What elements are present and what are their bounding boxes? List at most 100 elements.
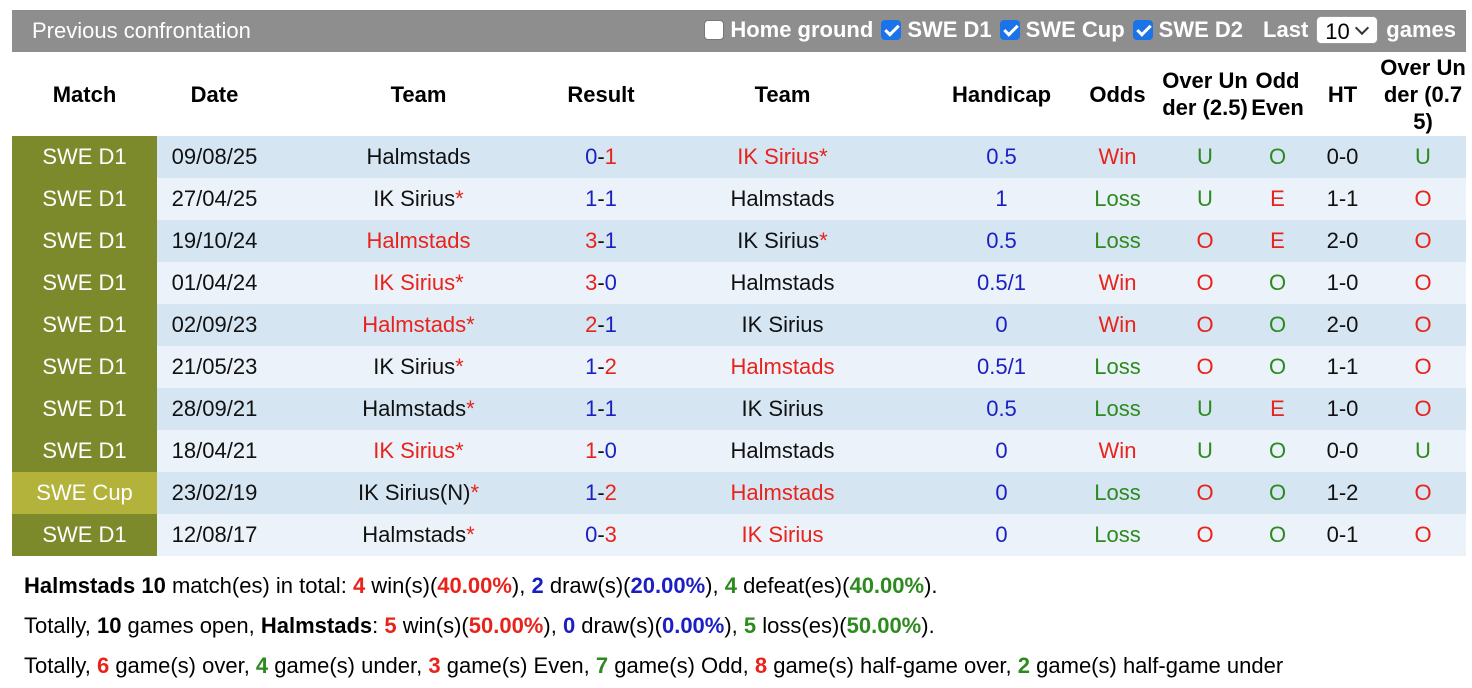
result-part: 3 [585,270,598,295]
handicap-cell: 0 [928,430,1075,472]
team-cell: IK Sirius [637,388,928,430]
summary-segment: loss(es)( [756,613,847,638]
summary-line: Totally, 10 games open, Halmstads: 5 win… [24,606,1283,646]
result-part: - [597,480,605,505]
team-star: * [819,144,828,169]
over-under-cell: U [1160,430,1250,472]
odd-even-cell: O [1250,346,1305,388]
summary-segment: 4 [255,653,269,678]
checkbox[interactable] [999,20,1020,40]
odd-even-cell: E [1250,178,1305,220]
team-name: Halmstads [362,396,467,421]
date-cell: 18/04/21 [157,430,272,472]
games-select[interactable]: 10 [1316,16,1379,44]
match-cell: SWE D1 [12,304,157,346]
team-name: IK Sirius [373,186,456,211]
column-header: Match [12,52,157,136]
handicap-cell: 0 [928,514,1075,556]
date-cell: 12/08/17 [157,514,272,556]
handicap-cell: 0 [928,472,1075,514]
summary-segment: 3 [428,653,441,678]
filter-label: Home ground [730,17,874,42]
over-under-ht-cell: O [1380,178,1466,220]
summary-segment: 40.00% [437,573,512,598]
over-under-cell: U [1160,178,1250,220]
summary-segment: Totally, [24,653,97,678]
summary-segment: game(s) half-game under [1030,653,1284,678]
result-cell: 1-1 [565,178,637,220]
match-cell: SWE D1 [12,178,157,220]
summary-segment: 20.00% [630,573,706,598]
ht-cell: 0-0 [1305,430,1380,472]
odds-cell: Loss [1075,472,1160,514]
summary-segment: draw(s)( [543,573,631,598]
team-cell: IK Sirius(N)* [272,472,565,514]
result-cell: 3-0 [565,262,637,304]
table-row: SWE Cup 23/02/19 IK Sirius(N)* 1-2 Halmstads… [12,472,1466,514]
team-cell: Halmstads [272,220,565,262]
team-name: Halmstads [366,228,471,253]
team-star: * [455,186,464,211]
match-table: Match Date Team Result Team Handicap Odds Over … [12,52,1466,556]
result-part: 1 [604,186,617,211]
over-under-ht-cell: O [1380,346,1466,388]
ht-cell: 2-0 [1305,304,1380,346]
checkbox[interactable] [704,20,725,40]
handicap-cell: 0.5/1 [928,262,1075,304]
checkbox[interactable] [1132,20,1153,40]
match-cell: SWE D1 [12,430,157,472]
match-cell: SWE D1 [12,388,157,430]
ht-cell: 1-1 [1305,346,1380,388]
team-star: * [466,312,475,337]
checkbox[interactable] [881,20,902,40]
ht-cell: 1-2 [1305,472,1380,514]
team-star: * [455,270,464,295]
result-cell: 1-2 [565,346,637,388]
column-header: Over Under (2.5) [1160,52,1250,136]
ht-cell: 1-1 [1305,178,1380,220]
filters: Home ground SWE D1 SWE Cup SWE D2 Last 10 game… [696,16,1456,44]
ht-cell: 1-0 [1305,388,1380,430]
team-name: Halmstads [730,480,835,505]
result-cell: 1-0 [565,430,637,472]
team-name: Halmstads [362,522,467,547]
summary-segment: 50.00% [468,613,544,638]
column-header: Handicap [928,52,1075,136]
team-name: IK Sirius [737,228,820,253]
team-name: IK Sirius [741,396,824,421]
team-cell: Halmstads [637,472,928,514]
result-part: 1 [604,396,617,421]
column-header: Date [157,52,272,136]
date-cell: 01/04/24 [157,262,272,304]
summary-segment: games open, [121,613,261,638]
result-part: 2 [604,354,617,379]
team-cell: IK Sirius* [272,262,565,304]
team-name: Halmstads [366,144,471,169]
result-part: 1 [604,144,617,169]
date-cell: 09/08/25 [157,136,272,178]
header-title: Previous confrontation [32,18,251,43]
games-label: games [1386,17,1456,42]
summary-segment: draw(s)( [575,613,662,638]
team-star: * [455,438,464,463]
team-cell: Halmstads [637,430,928,472]
table-row: SWE D1 21/05/23 IK Sirius* 1-2 Halmstads 0.5/… [12,346,1466,388]
team-cell: Halmstads* [272,388,565,430]
odds-cell: Loss [1075,388,1160,430]
summary-segment: 0 [562,613,576,638]
table-row: SWE D1 18/04/21 IK Sirius* 1-0 Halmstads 0 Win… [12,430,1466,472]
team-name: IK Sirius [741,312,824,337]
summary-segment: ). [921,613,935,638]
odd-even-cell: O [1250,514,1305,556]
result-cell: 1-1 [565,388,637,430]
summary-line: Halmstads 10 match(es) in total: 4 win(s… [24,566,1283,606]
result-part: 1 [585,480,598,505]
over-under-cell: O [1160,472,1250,514]
table-row: SWE D1 09/08/25 Halmstads 0-1 IK Sirius* 0.5 W… [12,136,1466,178]
column-header: Team [637,52,928,136]
handicap-cell: 0.5 [928,136,1075,178]
team-cell: IK Sirius* [637,220,928,262]
over-under-cell: O [1160,262,1250,304]
filter-label: SWE D1 [907,17,992,42]
odd-even-cell: O [1250,430,1305,472]
